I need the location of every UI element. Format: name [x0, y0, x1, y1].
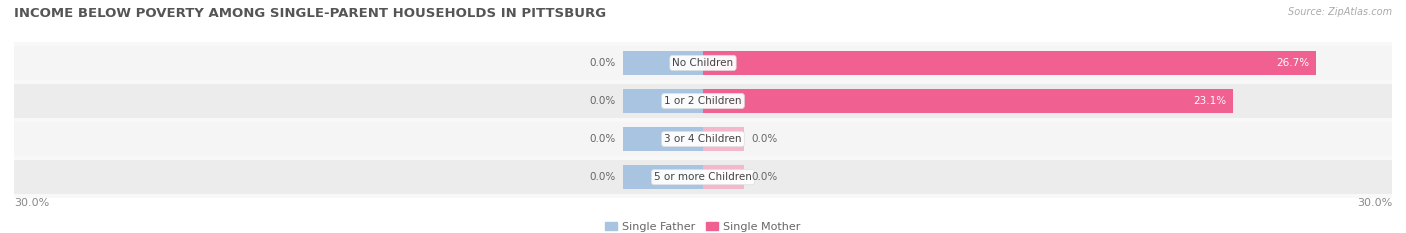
Text: 3 or 4 Children: 3 or 4 Children — [664, 134, 742, 144]
Bar — [14, 46, 1392, 80]
Bar — [14, 122, 1392, 156]
Text: 0.0%: 0.0% — [589, 96, 616, 106]
Text: 0.0%: 0.0% — [589, 172, 616, 182]
Text: 0.0%: 0.0% — [589, 58, 616, 68]
Text: 23.1%: 23.1% — [1194, 96, 1226, 106]
Text: 30.0%: 30.0% — [1357, 198, 1392, 208]
Text: 0.0%: 0.0% — [589, 134, 616, 144]
Bar — [14, 160, 1392, 194]
Text: INCOME BELOW POVERTY AMONG SINGLE-PARENT HOUSEHOLDS IN PITTSBURG: INCOME BELOW POVERTY AMONG SINGLE-PARENT… — [14, 7, 606, 20]
Bar — [623, 127, 703, 151]
Bar — [703, 127, 744, 151]
Text: 5 or more Children: 5 or more Children — [654, 172, 752, 182]
Text: 0.0%: 0.0% — [751, 134, 778, 144]
Text: No Children: No Children — [672, 58, 734, 68]
Text: 0.0%: 0.0% — [751, 172, 778, 182]
Bar — [623, 89, 703, 113]
Bar — [14, 84, 1392, 118]
Legend: Single Father, Single Mother: Single Father, Single Mother — [600, 217, 806, 233]
Text: Source: ZipAtlas.com: Source: ZipAtlas.com — [1288, 7, 1392, 17]
Text: 26.7%: 26.7% — [1277, 58, 1309, 68]
Text: 30.0%: 30.0% — [14, 198, 49, 208]
Bar — [703, 51, 1316, 75]
Bar — [623, 51, 703, 75]
Bar — [703, 89, 1233, 113]
Text: 1 or 2 Children: 1 or 2 Children — [664, 96, 742, 106]
Bar — [703, 165, 744, 189]
Bar — [623, 165, 703, 189]
